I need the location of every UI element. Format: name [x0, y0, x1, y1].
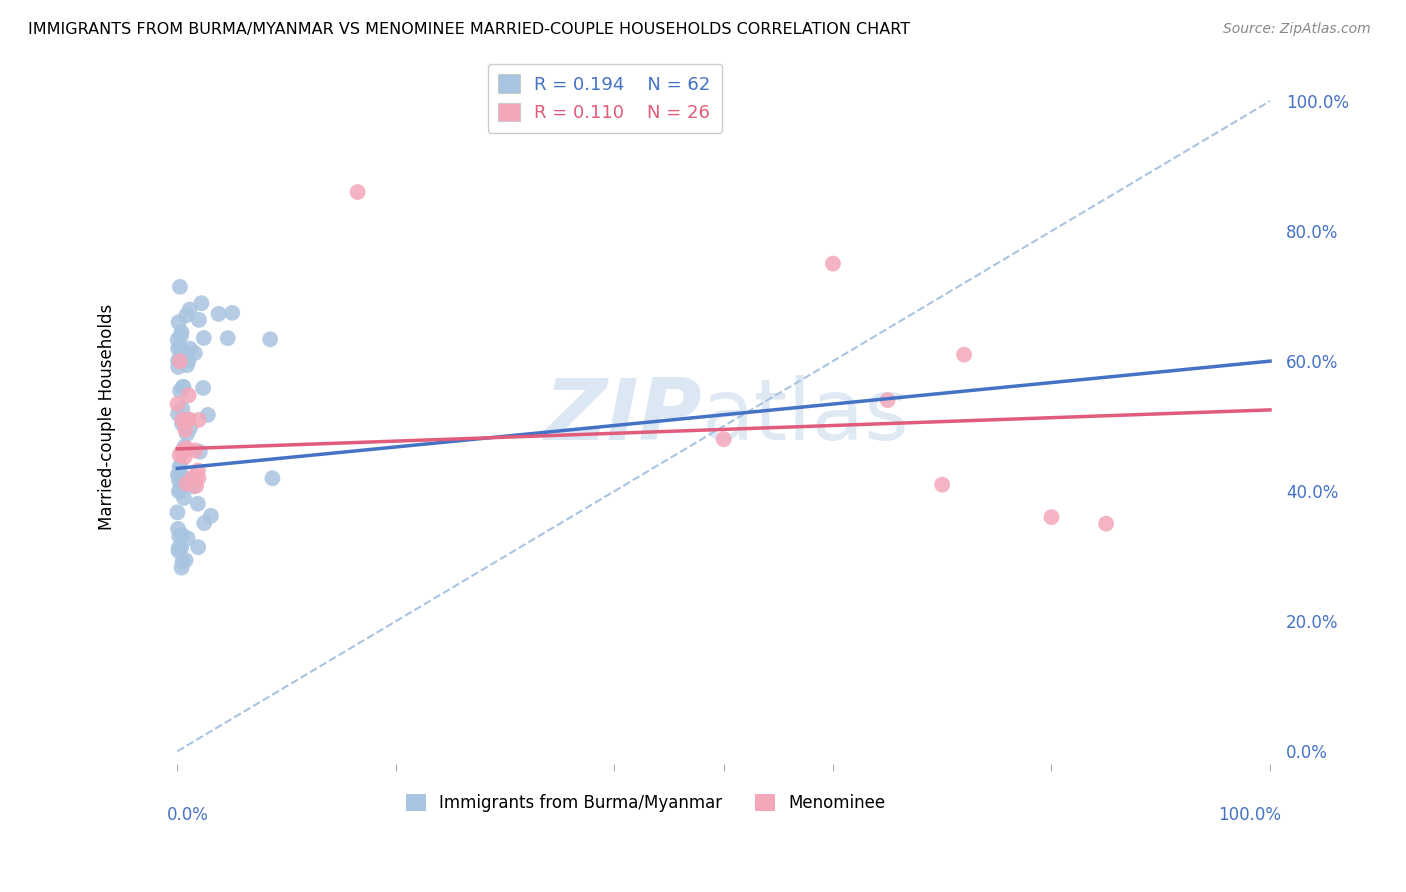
- Point: [174, 309, 197, 323]
- Point: [174, 423, 197, 437]
- Point: [184, 346, 207, 360]
- Point: [167, 473, 190, 487]
- Point: [176, 441, 198, 455]
- Point: [179, 342, 201, 356]
- Point: [172, 380, 194, 394]
- Point: [167, 342, 190, 356]
- Point: [172, 401, 194, 416]
- Point: [167, 541, 190, 555]
- Point: [174, 553, 197, 567]
- Point: [184, 479, 207, 493]
- Point: [167, 467, 190, 482]
- Point: [188, 444, 211, 458]
- Point: [173, 440, 195, 454]
- Point: [179, 421, 201, 435]
- Point: [170, 541, 193, 555]
- Point: [167, 529, 190, 543]
- Point: [167, 484, 190, 499]
- Point: [173, 491, 195, 505]
- Point: [193, 516, 215, 530]
- Point: [166, 505, 188, 519]
- Point: [169, 460, 191, 475]
- Point: [169, 280, 191, 294]
- Point: [181, 470, 204, 484]
- Point: [172, 413, 194, 427]
- Point: [187, 313, 209, 327]
- Text: Married-couple Households: Married-couple Households: [98, 303, 117, 530]
- Point: [176, 358, 198, 372]
- Text: Source: ZipAtlas.com: Source: ZipAtlas.com: [1223, 22, 1371, 37]
- Point: [167, 522, 190, 536]
- Legend: Immigrants from Burma/Myanmar, Menominee: Immigrants from Burma/Myanmar, Menominee: [399, 787, 893, 819]
- Point: [876, 393, 898, 408]
- Point: [953, 348, 976, 362]
- Text: 100.0%: 100.0%: [1218, 806, 1281, 824]
- Point: [821, 257, 844, 271]
- Point: [217, 331, 239, 345]
- Point: [713, 432, 735, 446]
- Point: [176, 532, 198, 546]
- Point: [172, 555, 194, 569]
- Point: [187, 463, 209, 477]
- Point: [167, 353, 190, 368]
- Point: [172, 528, 194, 542]
- Point: [166, 333, 188, 347]
- Point: [200, 508, 222, 523]
- Point: [166, 397, 188, 411]
- Point: [172, 380, 194, 394]
- Point: [169, 384, 191, 398]
- Point: [197, 408, 219, 422]
- Point: [173, 443, 195, 458]
- Point: [193, 331, 215, 345]
- Point: [167, 544, 190, 558]
- Point: [169, 482, 191, 496]
- Point: [167, 407, 190, 421]
- Point: [1040, 510, 1063, 524]
- Point: [931, 477, 953, 491]
- Point: [169, 448, 191, 462]
- Point: [177, 412, 200, 426]
- Point: [190, 296, 212, 310]
- Point: [262, 471, 284, 485]
- Point: [176, 476, 198, 491]
- Point: [1095, 516, 1118, 531]
- Point: [170, 325, 193, 339]
- Text: 0.0%: 0.0%: [166, 806, 208, 824]
- Point: [169, 354, 191, 368]
- Point: [187, 471, 209, 485]
- Text: ZIP: ZIP: [544, 375, 702, 458]
- Text: IMMIGRANTS FROM BURMA/MYANMAR VS MENOMINEE MARRIED-COUPLE HOUSEHOLDS CORRELATION: IMMIGRANTS FROM BURMA/MYANMAR VS MENOMIN…: [28, 22, 910, 37]
- Point: [177, 353, 200, 368]
- Point: [177, 388, 200, 402]
- Point: [187, 540, 209, 554]
- Point: [167, 315, 190, 329]
- Point: [169, 341, 191, 355]
- Point: [181, 479, 204, 493]
- Point: [184, 443, 207, 458]
- Point: [187, 497, 209, 511]
- Point: [167, 359, 190, 374]
- Point: [174, 472, 197, 486]
- Point: [187, 413, 209, 427]
- Point: [176, 427, 198, 442]
- Point: [207, 307, 229, 321]
- Point: [170, 329, 193, 343]
- Point: [172, 444, 194, 458]
- Point: [221, 306, 243, 320]
- Point: [173, 450, 195, 464]
- Point: [169, 459, 191, 474]
- Point: [172, 344, 194, 359]
- Point: [191, 381, 214, 395]
- Point: [169, 469, 191, 483]
- Text: atlas: atlas: [702, 375, 910, 458]
- Point: [259, 332, 281, 346]
- Point: [177, 412, 200, 426]
- Point: [170, 560, 193, 574]
- Point: [179, 302, 201, 317]
- Point: [346, 185, 368, 199]
- Point: [170, 417, 193, 431]
